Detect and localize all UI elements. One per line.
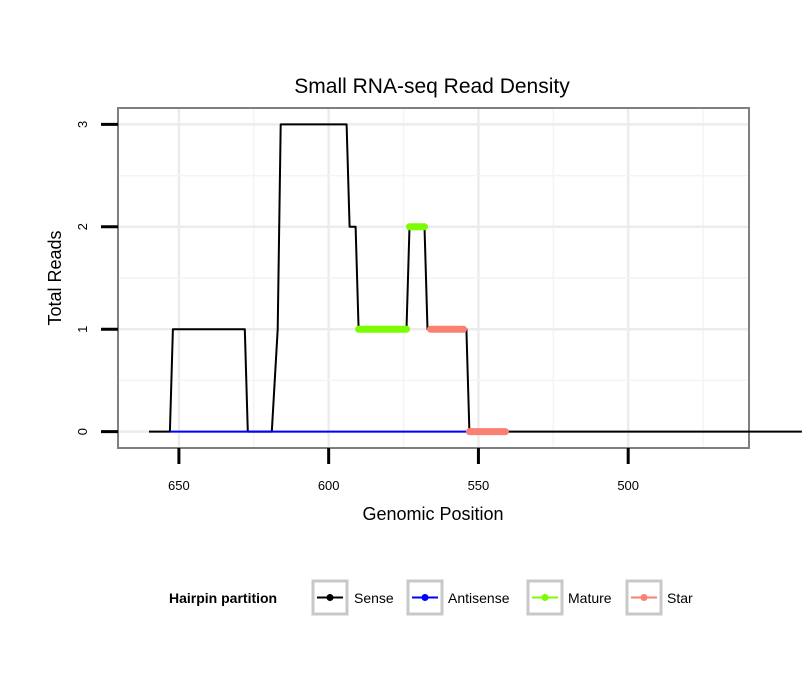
legend-label: Star [667, 590, 693, 606]
series-layer [149, 123, 802, 436]
x-tick-label: 550 [468, 478, 490, 493]
legend-entry-mature: Mature [526, 579, 612, 616]
plot-panel-border [117, 107, 750, 449]
x-tick-label: 650 [168, 478, 190, 493]
x-axis: 650 600 550 500 [168, 448, 639, 493]
legend-label: Mature [568, 590, 612, 606]
legend-entry-star: Star [625, 579, 693, 616]
x-axis-title: Genomic Position [362, 504, 503, 524]
legend-entry-antisense: Antisense [406, 579, 510, 616]
legend-title: Hairpin partition [169, 590, 277, 606]
legend-key-point [541, 594, 549, 601]
legend-label: Antisense [448, 590, 510, 606]
y-axis: 0 1 2 3 [75, 121, 118, 435]
legend-key-point [640, 594, 648, 601]
x-tick-label: 600 [318, 478, 340, 493]
y-tick-label: 3 [75, 121, 90, 128]
y-tick-label: 0 [75, 428, 90, 435]
x-tick-label: 500 [617, 478, 639, 493]
legend-key-point [326, 594, 334, 601]
legend-label: Sense [354, 590, 394, 606]
y-axis-title: Total Reads [45, 230, 65, 325]
legend-key-point [421, 594, 429, 601]
legend: Hairpin partition Sense Antisense Mature St… [169, 579, 693, 616]
legend-entry-sense: Sense [311, 579, 394, 616]
y-tick-label: 1 [75, 326, 90, 333]
y-tick-label: 2 [75, 223, 90, 230]
grid-lines [119, 109, 748, 447]
chart-title: Small RNA-seq Read Density [294, 75, 570, 98]
